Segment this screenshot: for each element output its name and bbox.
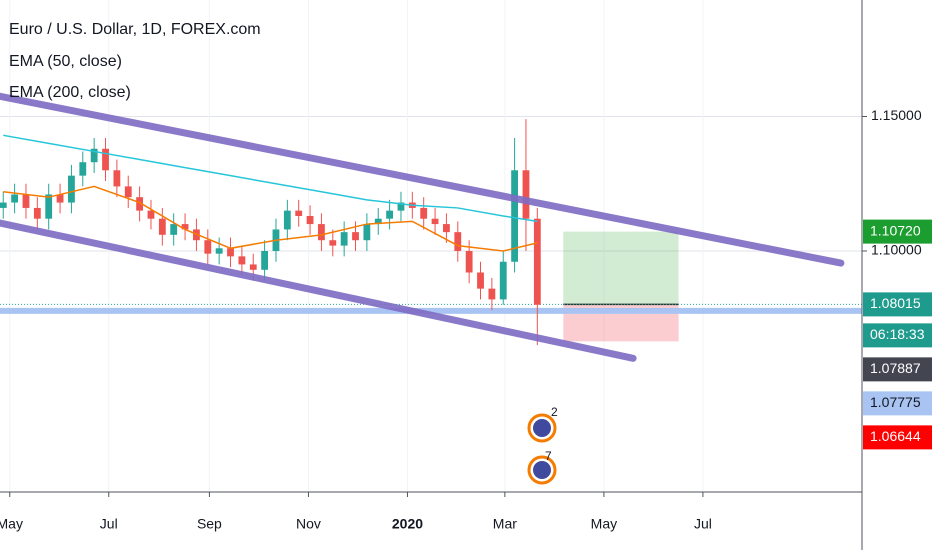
candle-body [363, 224, 371, 241]
x-tick-label: 2020 [392, 516, 423, 532]
candle-body [124, 186, 132, 198]
candle-body [477, 272, 484, 289]
candle-body [306, 216, 314, 225]
candle-body [511, 170, 519, 262]
candle-body [158, 218, 166, 235]
candle-body [283, 210, 291, 230]
candle-body [295, 210, 303, 217]
channel-line [0, 219, 637, 362]
candle-body [56, 194, 64, 203]
price-label-box [863, 391, 932, 416]
price-label: 1.07775 [870, 394, 921, 410]
events: 2 7 [527, 405, 558, 485]
candle-body [522, 170, 530, 219]
price-label-box [863, 425, 932, 450]
event-count: 7 [545, 449, 552, 463]
candle-body [386, 210, 394, 219]
candle-body [102, 148, 109, 171]
candle-body [454, 232, 462, 251]
event-ring [527, 413, 557, 443]
x-tick-label: Nov [296, 516, 321, 532]
candle-body [499, 261, 507, 300]
ema-line [3, 134, 538, 223]
candle-body [318, 224, 325, 241]
countdown-box [863, 323, 932, 348]
candle-body [249, 264, 257, 270]
candle-body [170, 224, 178, 235]
ema-line [3, 185, 538, 252]
candle-body [443, 224, 450, 233]
candle-body [533, 218, 541, 305]
candle-body [22, 194, 30, 208]
y-tick-label: 1.15000 [871, 107, 922, 123]
candle-body [136, 197, 144, 211]
event-count: 2 [551, 405, 558, 419]
x-tick-label: Jul [100, 516, 118, 532]
candle-body [215, 248, 223, 254]
y-tick-label: 1.10000 [871, 242, 922, 258]
x-tick-label: May [0, 516, 23, 532]
price-label-box [863, 292, 932, 317]
candle-body [90, 148, 98, 163]
legend-entry: EMA (200, close) [9, 84, 131, 101]
profit-zone [563, 231, 679, 305]
x-tick-label: Jul [694, 516, 712, 532]
candle-body [11, 194, 19, 203]
candle-body [374, 218, 382, 225]
price-label: 1.08015 [870, 295, 921, 311]
candle-body [79, 162, 87, 176]
candle-body [465, 250, 473, 273]
x-tick-label: Mar [493, 516, 517, 532]
countdown: 06:18:33 [870, 326, 925, 342]
channel-line [0, 92, 845, 267]
event-icon [533, 419, 551, 437]
candle-body [261, 250, 269, 270]
candle-body [204, 240, 212, 254]
candle-body [181, 224, 189, 230]
candle-body [340, 232, 348, 246]
candle-body [352, 232, 359, 241]
price-label: 1.10720 [870, 222, 921, 238]
candle-body [488, 288, 496, 300]
candle-body [420, 207, 428, 219]
candle-body [33, 207, 41, 219]
candle-body [45, 194, 53, 219]
candle-body [0, 202, 7, 208]
candle-body [227, 248, 234, 257]
candle-body [238, 256, 246, 265]
legend-entry: EMA (50, close) [9, 53, 122, 70]
time-axis-bg [0, 492, 862, 550]
candle-body [113, 170, 121, 187]
price-label: 1.06644 [870, 428, 921, 444]
price-label: 1.07887 [870, 360, 921, 376]
candle-body [397, 202, 405, 211]
event-ring [527, 455, 557, 485]
candle-body [68, 175, 75, 203]
candle-body [147, 210, 155, 219]
x-tick-label: May [591, 516, 617, 532]
candle-body [431, 218, 439, 225]
x-tick-label: Sep [197, 516, 222, 532]
price-label-box [863, 357, 932, 382]
candle-body [329, 240, 337, 246]
price-axis-bg [862, 0, 932, 550]
chart-title: Euro / U.S. Dollar, 1D, FOREX.com [9, 21, 261, 38]
price-label-box [863, 219, 932, 244]
event-icon [533, 461, 551, 479]
